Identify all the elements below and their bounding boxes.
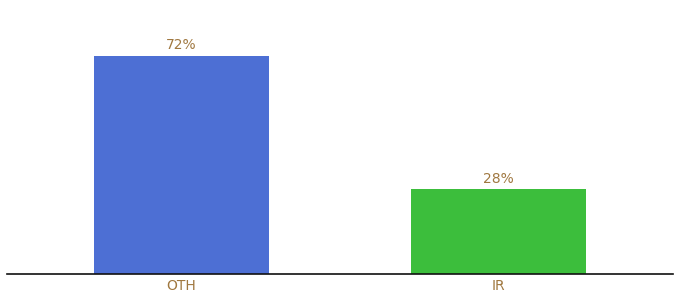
Bar <box>94 56 269 274</box>
Text: 72%: 72% <box>166 38 197 52</box>
Text: 28%: 28% <box>483 172 514 185</box>
Bar <box>411 189 586 274</box>
